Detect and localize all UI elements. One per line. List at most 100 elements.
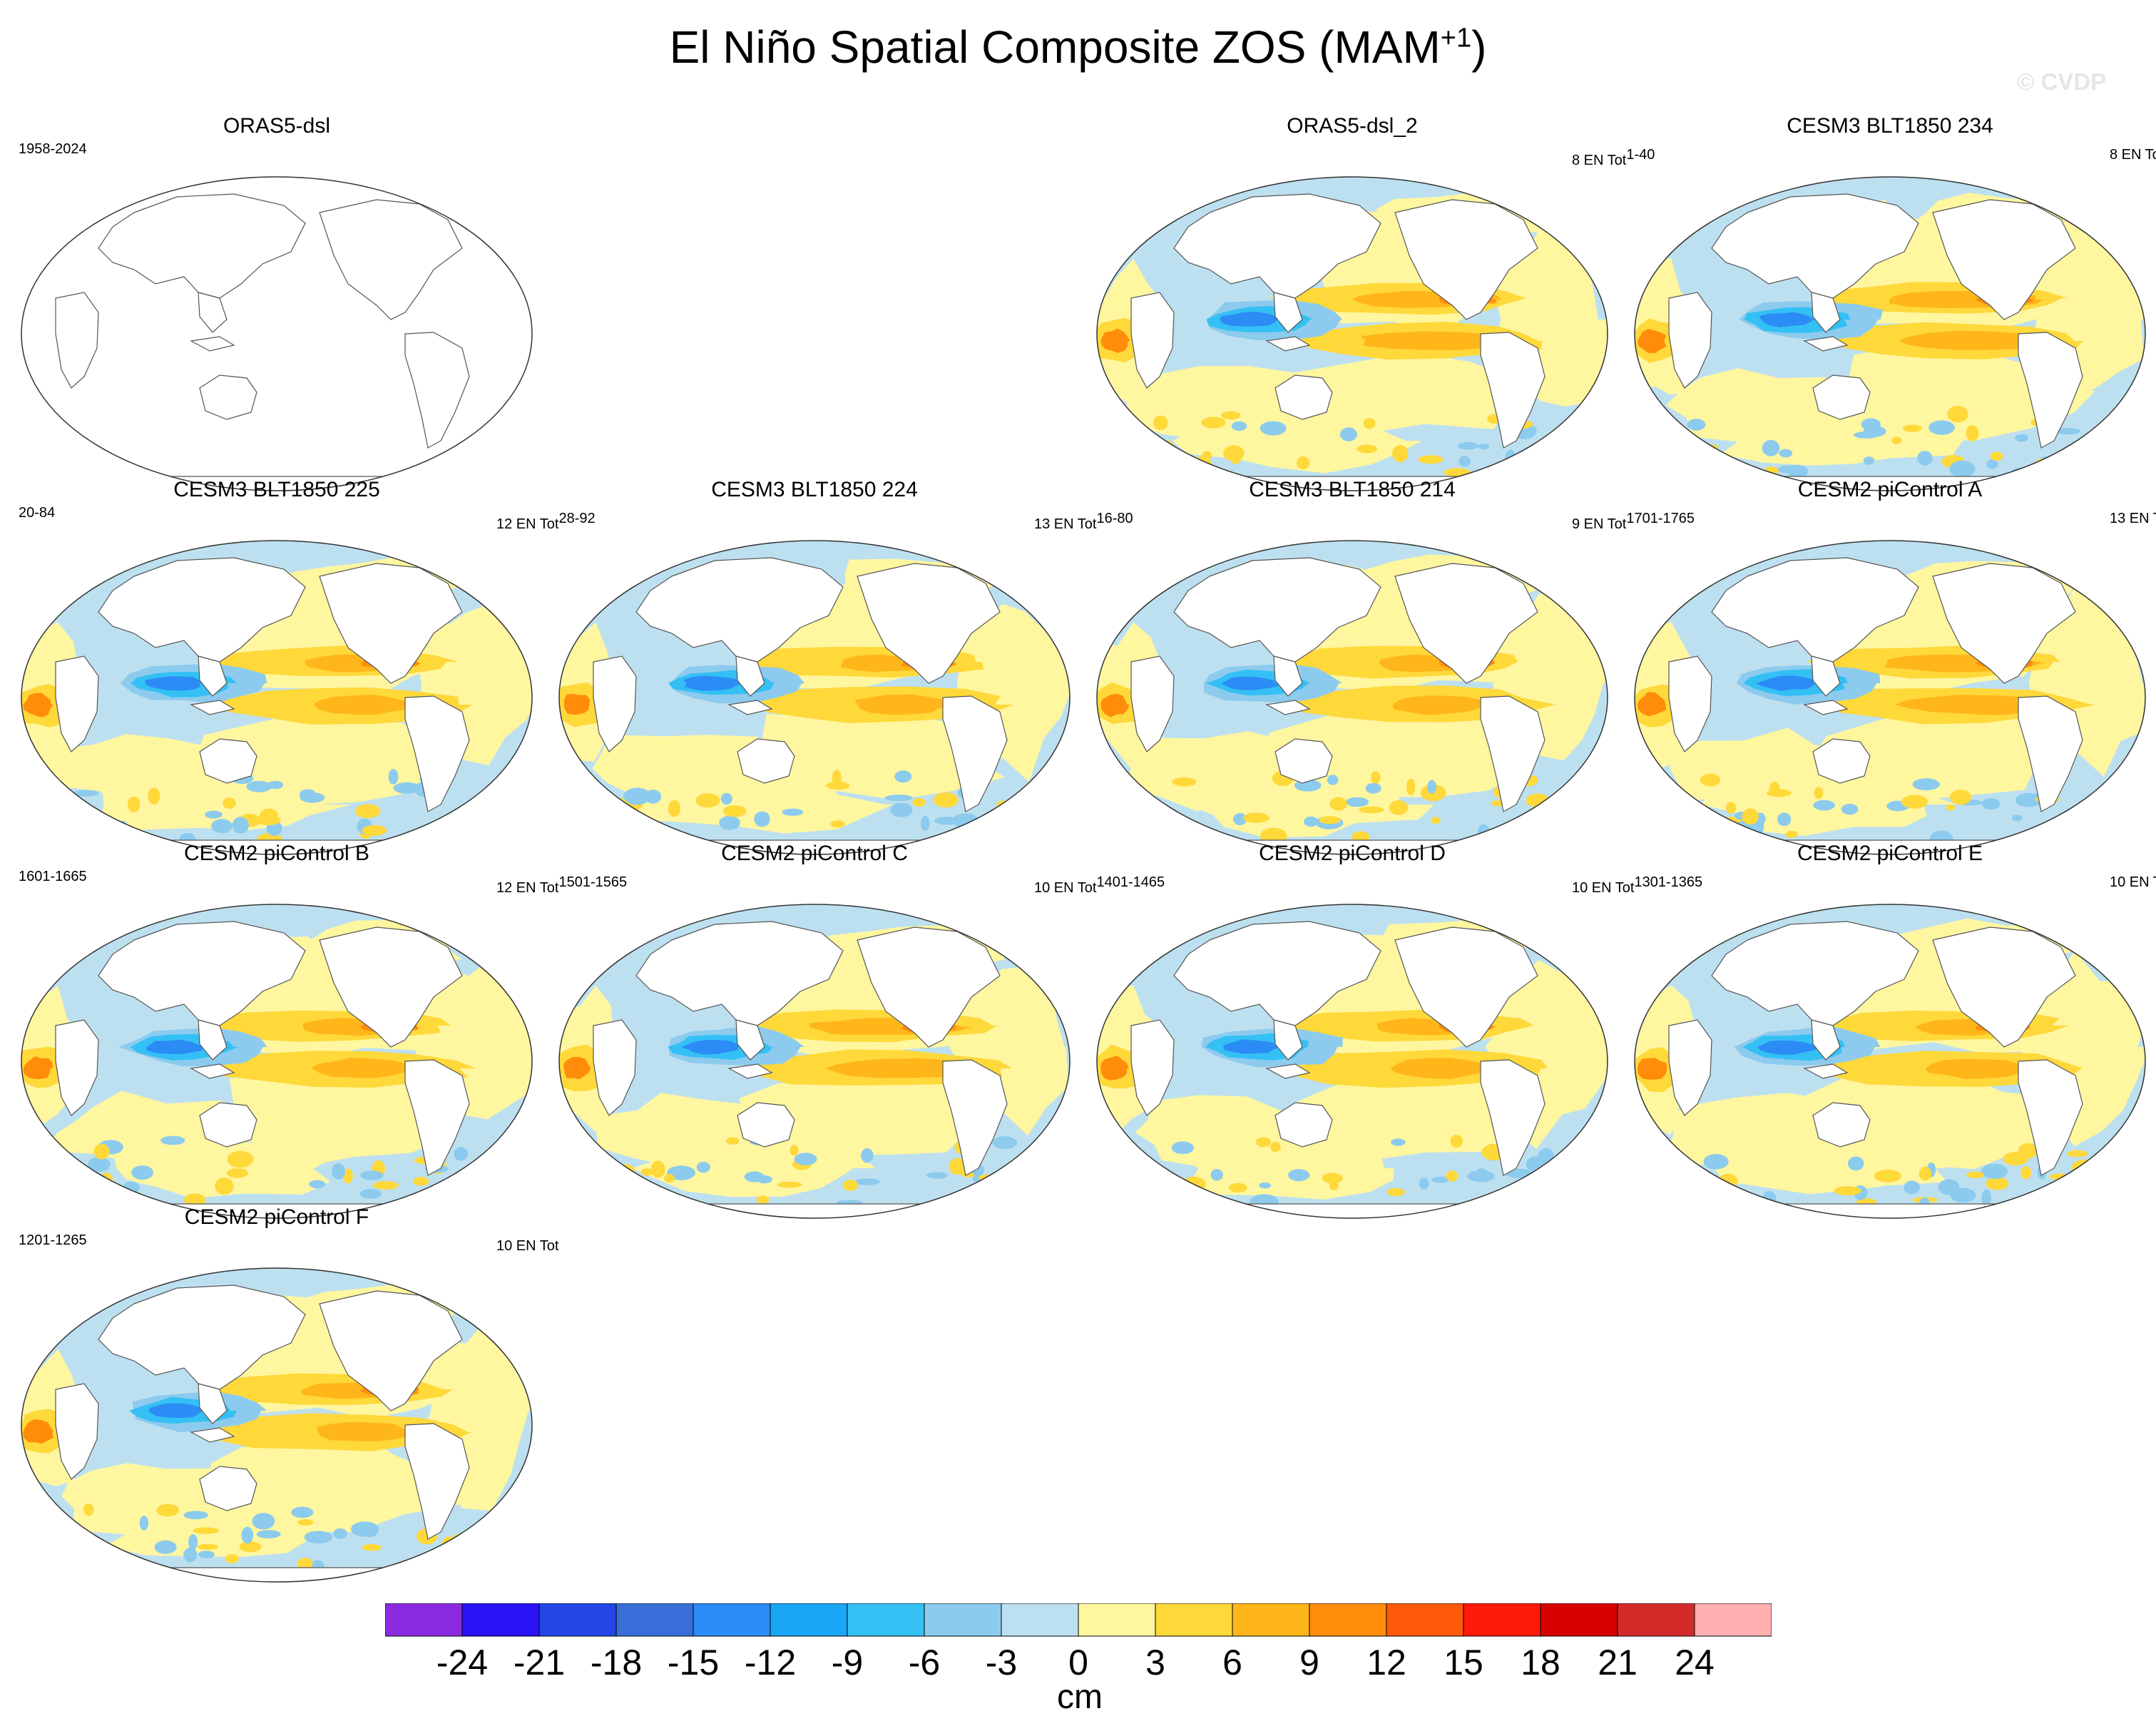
- anomaly-speckle: [1201, 417, 1226, 429]
- anomaly-indian-ocean-core: [1100, 328, 1130, 353]
- anomaly-speckle: [777, 1181, 802, 1188]
- land-indochina: [1811, 655, 1841, 697]
- panel-title: CESM2 piControl F: [184, 1205, 369, 1229]
- land-indochina: [1811, 1019, 1841, 1061]
- anomaly-speckle: [183, 1548, 198, 1563]
- land-indochina: [198, 655, 228, 697]
- anomaly-speckle: [331, 1163, 345, 1180]
- anomaly-speckle: [372, 1181, 399, 1190]
- map-outline: [21, 540, 533, 855]
- coastline-southamerica: [404, 332, 470, 449]
- colorbar-tick-label: -6: [908, 1643, 941, 1682]
- anomaly-speckle: [1538, 1148, 1554, 1165]
- anomaly-speckle: [309, 1180, 326, 1188]
- anomaly-speckle: [696, 1161, 710, 1173]
- colorbar-tick-label: -21: [513, 1643, 566, 1682]
- colorbar-swatch: [461, 1603, 540, 1637]
- anomaly-speckle: [291, 1506, 314, 1518]
- anomaly-speckle: [1228, 1183, 1247, 1193]
- anomaly-speckle: [256, 1530, 281, 1538]
- panel-event-count: 8 EN Tot: [2110, 147, 2156, 163]
- panel-title: CESM3 BLT1850 214: [1249, 478, 1456, 501]
- colorbar-units: cm: [1057, 1678, 1103, 1716]
- map-panel: CESM3 BLT1850 234 8 EN Tot: [1619, 106, 2156, 491]
- colorbar-swatch: [385, 1603, 463, 1637]
- anomaly-speckle: [854, 1178, 880, 1185]
- anomaly-speckle: [640, 1168, 653, 1176]
- anomaly-speckle: [1703, 1154, 1729, 1170]
- anomaly-speckle: [1365, 782, 1381, 794]
- anomaly-speckle: [957, 1195, 981, 1204]
- anomaly-speckle: [1319, 816, 1341, 824]
- anomaly-speckle: [1210, 1169, 1223, 1181]
- map-graphic: [21, 176, 533, 491]
- anomaly-speckle: [197, 1543, 219, 1550]
- colorbar-tick-label: 18: [1521, 1643, 1560, 1682]
- anomaly-speckle: [255, 815, 281, 825]
- panel-title: CESM3 BLT1850 225: [173, 478, 380, 501]
- figure-title: El Niño Spatial Composite ZOS (MAM+1): [0, 20, 2156, 75]
- anomaly-speckle: [1430, 817, 1441, 824]
- panel-period: 1958-2024: [19, 141, 87, 157]
- anomaly-speckle: [1787, 464, 1808, 479]
- anomaly-speckle: [1874, 1169, 1901, 1183]
- anomaly-speckle: [695, 793, 720, 808]
- anomaly-speckle: [722, 805, 747, 817]
- anomaly-speckle: [225, 1554, 239, 1563]
- land-australia: [737, 738, 795, 784]
- land-australia: [1812, 738, 1871, 784]
- anomaly-positive-weak: [113, 1135, 341, 1199]
- anomaly-indian-ocean-core: [1637, 692, 1666, 717]
- colorbar-tick-label: -12: [744, 1643, 797, 1682]
- anomaly-speckle: [1346, 797, 1369, 807]
- anomaly-speckle: [139, 1516, 149, 1531]
- land-greenland: [1508, 551, 1553, 577]
- land-africa: [1668, 292, 1712, 389]
- map-panel: CESM3 BLT1850 214 9 EN Tot1701-1765: [1081, 469, 1695, 855]
- anomaly-speckle: [359, 1189, 382, 1199]
- land-indochina: [1273, 292, 1303, 333]
- map-graphic: [1096, 904, 1608, 1219]
- anomaly-speckle: [252, 1513, 275, 1530]
- figure-title-close: ): [1471, 21, 1487, 73]
- anomaly-speckle: [1904, 1180, 1920, 1195]
- colorbar-swatch: [1232, 1603, 1310, 1637]
- land-australia: [199, 1466, 257, 1511]
- land-indonesia: [1265, 1063, 1311, 1079]
- anomaly-speckle: [894, 770, 912, 783]
- panel-period: 1201-1265: [19, 1232, 87, 1248]
- next-panel-period: 28-92: [558, 511, 596, 526]
- land-africa: [593, 655, 637, 752]
- land-indochina: [735, 655, 765, 697]
- panel-title: CESM2 piControl D: [1259, 842, 1446, 865]
- anomaly-speckle: [1288, 1169, 1310, 1182]
- map-panel: CESM2 piControl B 1601-1665 12 EN Tot1501-…: [6, 833, 627, 1219]
- anomaly-speckle: [123, 1559, 148, 1571]
- coastline-asia: [98, 193, 306, 299]
- anomaly-speckle: [1391, 1138, 1406, 1146]
- panel-event-count: 13 EN Tot: [2110, 511, 2156, 527]
- land-greenland: [433, 915, 478, 941]
- colorbar-tick-label: 3: [1145, 1643, 1165, 1682]
- anomaly-speckle: [1946, 804, 1956, 811]
- colorbar-tick-label: -9: [831, 1643, 864, 1682]
- anomaly-speckle: [93, 1186, 121, 1195]
- land-indonesia: [190, 1063, 235, 1079]
- land-australia: [737, 1102, 795, 1148]
- panel-event-count: 10 EN Tot1401-1465: [1034, 874, 1165, 897]
- anomaly-speckle: [1340, 427, 1357, 441]
- anomaly-negative-core: [681, 1040, 743, 1055]
- anomaly-speckle: [127, 796, 141, 813]
- anomaly-speckle: [1966, 1171, 1984, 1178]
- land-australia: [1812, 374, 1871, 420]
- anomaly-speckle: [1153, 415, 1168, 431]
- anomaly-speckle: [790, 1145, 799, 1156]
- anomaly-speckle: [1986, 459, 1998, 469]
- map-panel: ORAS5-dsl 1958-2024: [6, 106, 548, 491]
- anomaly-speckle: [1386, 1188, 1405, 1197]
- anomaly-speckle: [1304, 816, 1318, 827]
- anomaly-speckle: [93, 1143, 110, 1160]
- land-southamerica: [404, 1423, 470, 1540]
- event-count-text: 10 EN Tot: [2110, 874, 2156, 890]
- colorbar-tick-label: -18: [590, 1643, 643, 1682]
